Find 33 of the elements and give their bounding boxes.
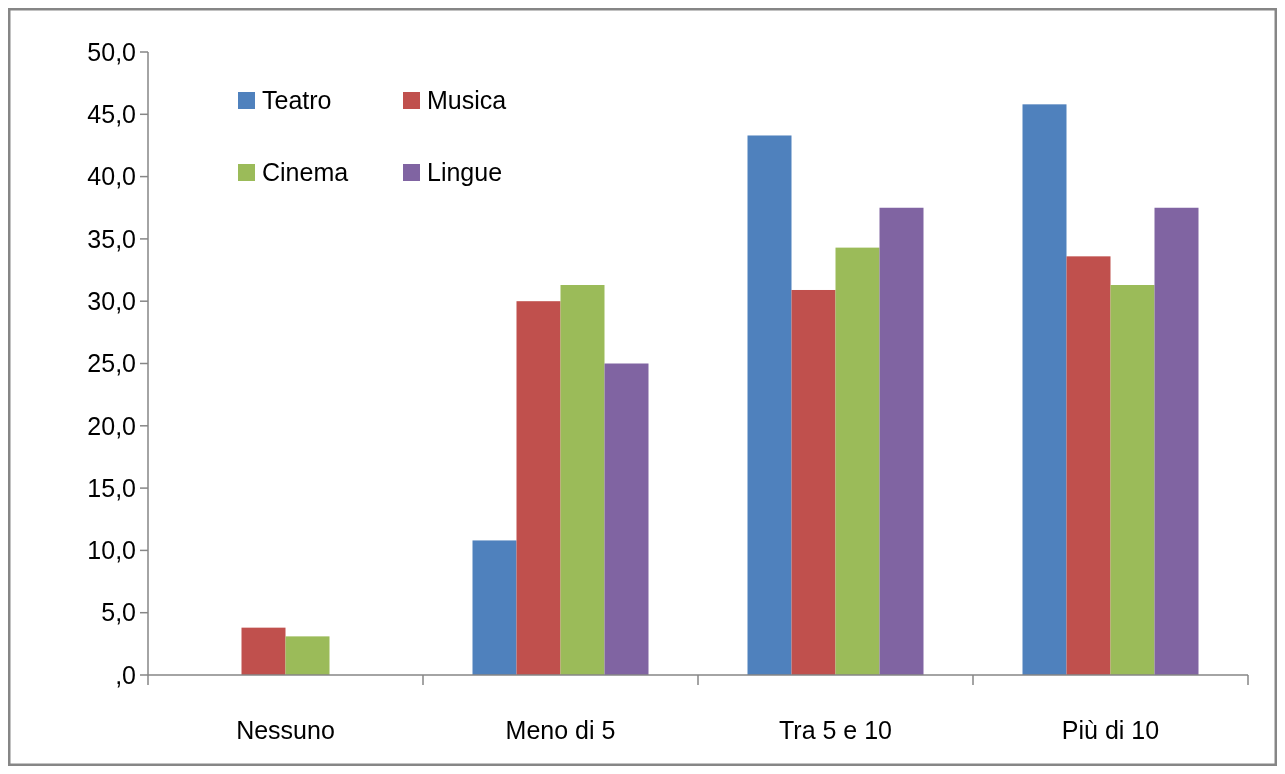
x-tick-label: Nessuno <box>236 716 335 744</box>
bar <box>1066 256 1111 675</box>
bar <box>879 207 924 675</box>
bar <box>560 285 605 675</box>
x-tick-label: Tra 5 e 10 <box>778 716 893 744</box>
y-tick-label: 15,0 <box>87 473 136 502</box>
y-tick-label: 35,0 <box>87 224 136 253</box>
y-tick-label: ,0 <box>115 660 136 689</box>
y-tick-label: 45,0 <box>87 100 136 129</box>
x-tick-label: Meno di 5 <box>505 716 616 744</box>
bar <box>835 247 880 675</box>
y-tick-label: 5,0 <box>101 598 136 627</box>
y-tick-label: 20,0 <box>87 411 136 440</box>
bar <box>285 636 330 675</box>
y-tick-label: 30,0 <box>87 286 136 315</box>
bar <box>604 363 649 675</box>
bar <box>516 301 561 675</box>
legend-label: Lingue <box>427 157 503 186</box>
bar <box>1110 285 1155 675</box>
legend-label: Teatro <box>262 85 332 114</box>
bar <box>241 627 286 675</box>
y-tick-label: 40,0 <box>87 162 136 191</box>
legend-label: Cinema <box>262 157 349 186</box>
x-tick-label: Più di 10 <box>1061 716 1160 744</box>
bar <box>472 540 517 675</box>
y-tick-label: 10,0 <box>87 536 136 565</box>
legend-label: Musica <box>427 85 507 114</box>
y-tick-label: 50,0 <box>87 37 136 66</box>
bar <box>1022 104 1067 675</box>
bar <box>791 289 836 675</box>
bar <box>1154 207 1199 675</box>
bar <box>747 135 792 675</box>
y-tick-label: 25,0 <box>87 349 136 378</box>
